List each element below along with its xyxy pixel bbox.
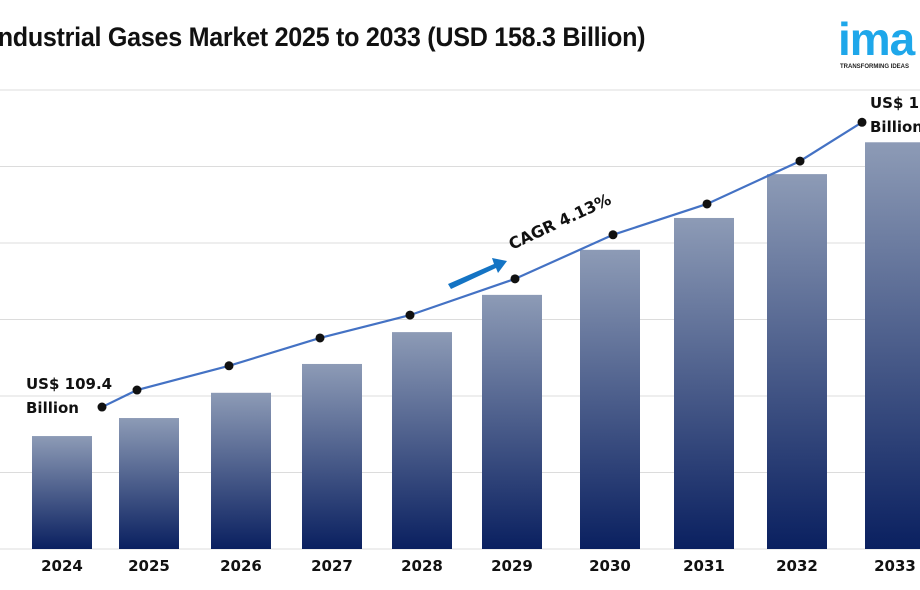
trend-marker-2027	[315, 333, 325, 343]
bar-2030	[580, 249, 640, 549]
cagr-label: CAGR 4.13%	[506, 190, 614, 254]
trend-line	[101, 121, 863, 409]
bar-2029	[482, 294, 542, 549]
end-value-label-line1: US$ 158.3	[870, 94, 920, 112]
trend-marker-2025	[132, 385, 142, 395]
trend-marker-2029	[510, 274, 520, 284]
trend-marker-2032	[795, 156, 805, 166]
x-tick-label: 2026	[220, 557, 262, 575]
logo-tagline: TRANSFORMING IDEAS	[840, 64, 909, 70]
bar-2031	[674, 217, 734, 549]
x-tick-label: 2033	[874, 557, 916, 575]
chart-title: Industrial Gases Market 2025 to 2033 (US…	[0, 22, 646, 52]
cagr-arrow-icon	[448, 258, 507, 289]
bar-2027	[302, 363, 362, 549]
bar-2024	[32, 436, 92, 549]
x-tick-label: 2025	[128, 557, 170, 575]
start-value-label-line2: Billion	[26, 399, 79, 417]
x-tick-label: 2027	[311, 557, 353, 575]
bar-2032	[767, 174, 827, 549]
x-tick-label: 2024	[41, 557, 83, 575]
trend-marker-2024	[97, 402, 107, 412]
logo-mark: ima	[838, 13, 915, 65]
trend-marker-2033	[857, 117, 867, 127]
bar-2033	[865, 142, 920, 550]
x-tick-label: 2028	[401, 557, 443, 575]
end-value-label-line2: Billion	[870, 118, 920, 136]
x-tick-label: 2030	[589, 557, 631, 575]
start-value-label-line1: US$ 109.4	[26, 375, 112, 393]
trend-marker-2026	[224, 361, 234, 371]
trend-marker-2028	[405, 310, 415, 320]
bar-2025	[119, 418, 179, 549]
imarc-logo: ima TRANSFORMING IDEAS	[838, 8, 920, 70]
x-tick-label: 2032	[776, 557, 818, 575]
bar-2026	[211, 392, 271, 549]
x-tick-label: 2031	[683, 557, 725, 575]
x-tick-label: 2029	[491, 557, 533, 575]
bar-2028	[392, 332, 452, 549]
trend-marker-2031	[702, 199, 712, 209]
trend-marker-2030	[608, 230, 618, 240]
